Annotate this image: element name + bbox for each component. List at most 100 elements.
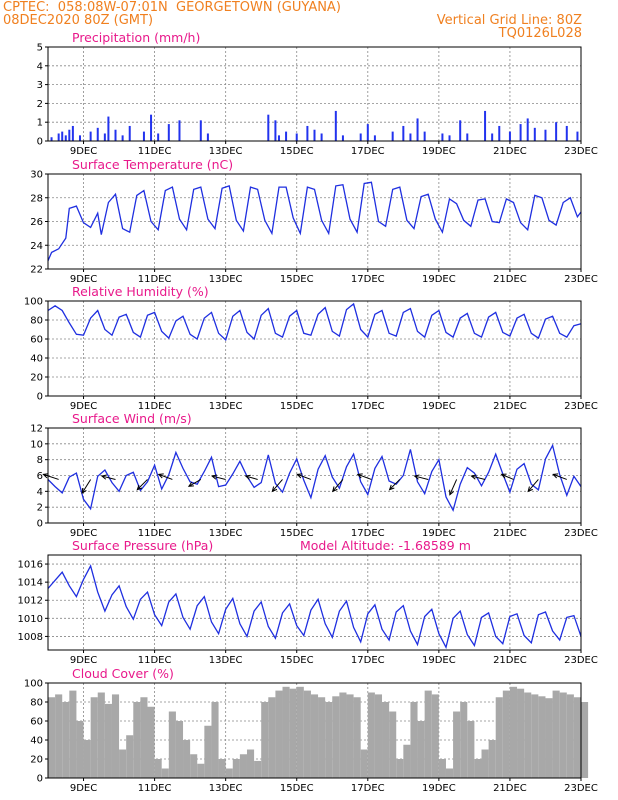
cloud-bar [183,740,191,778]
precip-bar [89,131,92,141]
cloud-bar [417,721,425,778]
wind-arrow-head [500,473,507,479]
panel-6: 0 20 40 60 80 100 9DEC 11DEC 13DEC 15DEC 17DEC 19DE… [24,666,598,794]
xtick-label: 21DEC [493,274,527,285]
ytick-label: 8 [37,455,43,466]
cloud-bar [76,721,84,778]
cloud-bar [403,744,411,778]
cloud-bar [55,694,63,778]
cloud-bar [296,686,304,778]
precip-bar [313,129,316,141]
precip-bar [423,131,426,141]
precip-bar [96,127,99,141]
precip-bar [157,133,160,141]
cloud-bar [488,740,496,778]
ytick-label: 0 [37,392,43,403]
xtick-label: 13DEC [209,274,243,285]
ytick-label: 2 [37,503,43,514]
precip-bar [306,125,309,141]
precip-bar [78,135,81,141]
cloud-bar [339,692,347,778]
cloud-bar [268,697,276,778]
ytick-label: 20 [30,755,43,766]
cloud-bar [147,706,155,778]
wind-arrow [414,475,429,480]
cloud-bar [232,759,240,778]
panel-title: Surface Wind (m/s) [72,411,192,426]
wind-arrow-head [552,473,559,479]
xtick-label: 19DEC [422,274,456,285]
cloud-bar [332,696,340,778]
precip-bar [526,118,529,141]
series-line [47,443,582,513]
xtick-label: 13DEC [209,655,243,666]
precip-bar [508,131,511,141]
wind-arrow-head [470,474,477,480]
series-line [47,302,582,342]
xtick-label: 11DEC [138,783,172,794]
cloud-bar [389,711,397,778]
cloud-bar [517,688,525,778]
cloud-bar [197,763,205,778]
cloud-bar [581,702,589,778]
panel-frame [47,46,582,142]
xtick-label: 13DEC [209,146,243,157]
precip-bar [277,135,280,141]
cloud-bar [154,759,162,778]
cloud-bar [261,702,269,778]
ytick-label: 3 [37,80,43,91]
ytick-label: 5 [37,43,43,54]
ytick-label: 22 [30,265,43,276]
wind-arrow [101,475,116,480]
cloud-bar [318,697,326,778]
xtick-label: 19DEC [422,146,456,157]
wind-arrow-head [244,474,251,480]
precip-bar [576,131,579,141]
wind-arrow-head [187,481,194,487]
series-line [47,564,582,650]
ytick-label: 80 [30,316,43,327]
xtick-label: 17DEC [351,783,385,794]
series-line [47,181,582,261]
cloud-bar [218,759,226,778]
xtick-label: 23DEC [564,655,598,666]
precip-bar [199,120,202,141]
xtick-label: 19DEC [422,528,456,539]
ytick-label: 12 [30,424,43,435]
cloud-bar [396,759,404,778]
xtick-label: 23DEC [564,528,598,539]
cloud-bar [225,768,233,778]
xtick-label: 23DEC [564,401,598,412]
xtick-label: 15DEC [280,401,314,412]
panel-title: Surface Temperature (nC) [72,157,233,172]
cloud-bar [161,768,169,778]
ytick-label: 0 [37,137,43,148]
panel-title: Precipitation (mm/h) [72,30,200,45]
precip-bar [373,135,376,141]
xtick-label: 19DEC [422,655,456,666]
cloud-bar [531,694,539,778]
xtick-label: 11DEC [138,401,172,412]
xtick-label: 21DEC [493,783,527,794]
xtick-label: 15DEC [280,528,314,539]
precip-bar [285,131,288,141]
cloud-bar [204,725,212,778]
panel-title: Relative Humidity (%) [72,284,209,299]
ytick-label: 1012 [18,596,43,607]
ytick-label: 100 [24,679,43,690]
precip-bar [320,133,323,141]
ytick-label: 1016 [18,560,43,571]
xtick-label: 17DEC [351,528,385,539]
precip-bar [178,120,181,141]
ytick-label: 20 [30,373,43,384]
ytick-label: 30 [30,170,43,181]
wind-arrow [553,473,567,480]
cloud-bar [133,702,141,778]
precip-bar [57,133,60,141]
wind-arrow [81,479,92,494]
precip-bar [533,127,536,141]
xtick-label: 23DEC [564,146,598,157]
wind-arrow-head [210,474,218,480]
wind-arrow [527,479,539,492]
